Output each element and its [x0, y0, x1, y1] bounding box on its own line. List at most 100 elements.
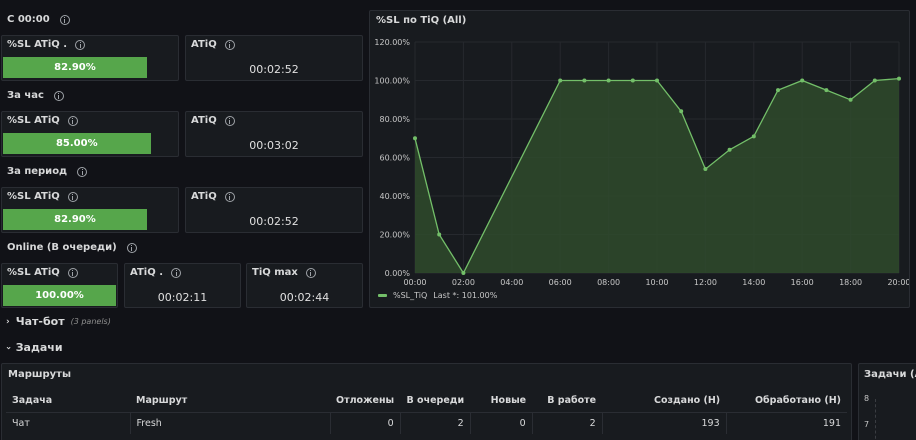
section-period-label: За период: [7, 166, 88, 177]
column-header[interactable]: Обработано (Н): [726, 390, 847, 413]
table-cell: 191: [822, 417, 841, 429]
routes-panel: Маршруты Задача Маршрут Отложены В очере…: [1, 363, 852, 440]
info-icon[interactable]: [305, 267, 316, 278]
panel-title: ATiQ: [191, 191, 217, 202]
row-tasks[interactable]: › Задачи: [2, 341, 63, 354]
chevron-down-icon: ›: [2, 345, 13, 350]
panel-sl-period: %SL ATiQ 82.90%: [1, 187, 179, 233]
data-point: [655, 78, 659, 83]
chart-legend[interactable]: %SL_TiQ Last *: 101.00%: [378, 291, 497, 300]
panel-title: %SL ATiQ .: [7, 39, 68, 50]
x-tick-label: 20:00: [887, 278, 909, 287]
y-tick-label: 100.00%: [374, 77, 410, 86]
panel-tiq-max-online: TiQ max 00:02:44: [246, 263, 363, 308]
data-point: [824, 88, 829, 93]
chart-title: %SL по TiQ (All): [376, 15, 467, 26]
info-icon[interactable]: [224, 39, 235, 50]
data-point: [848, 97, 853, 102]
data-point: [413, 136, 417, 141]
y-tick-label: 7: [864, 420, 870, 429]
panel-title: TiQ max: [252, 267, 298, 278]
data-point: [897, 76, 901, 81]
row-panel-count: (3 panels): [70, 317, 111, 326]
atiq-value: 00:03:02: [249, 139, 299, 152]
x-tick-label: 02:00: [452, 278, 475, 287]
table-cell: Fresh: [130, 412, 331, 434]
row-title: Задачи: [15, 341, 63, 354]
tasks-side-panel: Задачи (All 8 7: [858, 363, 916, 440]
chevron-right-icon: ›: [6, 316, 10, 327]
panel-title: Задачи (All: [864, 369, 916, 380]
column-header[interactable]: В очереди: [400, 390, 471, 413]
sl-gauge-bar: 82.90%: [3, 57, 147, 78]
table-header-row: Задача Маршрут Отложены В очереди Новые …: [6, 390, 847, 413]
legend-last-value: Last *: 101.00%: [433, 291, 498, 300]
y-tick-label: 60.00%: [379, 154, 410, 163]
data-point: [800, 78, 805, 83]
sl-gauge-bar: 85.00%: [3, 133, 151, 154]
data-point: [703, 167, 708, 172]
x-tick-label: 08:00: [597, 278, 620, 287]
sl-gauge-bar: 82.90%: [3, 209, 147, 230]
data-point: [558, 78, 563, 83]
table-cell: 2: [532, 412, 603, 434]
atiq-value: 00:02:52: [249, 215, 299, 228]
panel-title: %SL ATiQ: [7, 115, 60, 126]
column-header[interactable]: Отложены: [330, 390, 401, 413]
info-icon[interactable]: [224, 115, 235, 126]
y-tick-label: 20.00%: [379, 231, 410, 240]
y-tick-label: 0.00%: [385, 269, 411, 278]
sl-value: 85.00%: [55, 138, 98, 149]
y-tick-label: 80.00%: [379, 115, 410, 124]
section-today-label: С 00:00: [7, 14, 70, 25]
info-icon[interactable]: [224, 191, 235, 202]
data-point: [727, 147, 732, 152]
column-header[interactable]: Новые: [470, 390, 533, 413]
info-icon[interactable]: [67, 267, 78, 278]
info-icon[interactable]: [77, 166, 88, 177]
row-chatbot[interactable]: › Чат-бот (3 panels): [6, 315, 111, 328]
data-point: [606, 78, 611, 83]
info-icon[interactable]: [75, 39, 86, 50]
data-point: [582, 78, 587, 83]
atiq-value: 00:02:52: [249, 63, 299, 76]
atiq-value: 00:02:11: [157, 291, 208, 304]
column-header[interactable]: Маршрут: [130, 390, 330, 413]
y-tick-label: 120.00%: [374, 38, 410, 47]
panel-title: Маршруты: [8, 369, 71, 380]
data-point: [776, 88, 780, 93]
info-icon[interactable]: [171, 267, 181, 278]
panel-title: %SL ATiQ: [7, 267, 60, 278]
grid-line: [875, 399, 876, 440]
section-hour-label: За час: [7, 90, 64, 101]
x-tick-label: 12:00: [694, 278, 717, 287]
info-icon[interactable]: [67, 115, 78, 126]
info-icon[interactable]: [126, 242, 137, 253]
panel-atiq-online: ATiQ . 00:02:11: [124, 263, 241, 308]
panel-atiq-today: ATiQ 00:02:52: [185, 35, 363, 81]
data-point: [751, 134, 756, 139]
y-tick-label: 40.00%: [379, 192, 410, 201]
table-cell: 193: [602, 412, 727, 434]
sl-value: 82.90%: [54, 214, 96, 225]
column-header[interactable]: Задача: [6, 390, 130, 413]
panel-sl-online: %SL ATiQ 100.00%: [1, 263, 118, 308]
x-tick-label: 06:00: [549, 278, 572, 287]
table-row[interactable]: Чат Fresh 0 2 0 2 193 191: [6, 412, 847, 434]
x-tick-label: 16:00: [791, 278, 814, 287]
legend-swatch: [378, 294, 387, 297]
data-point: [461, 271, 466, 275]
series-line: [414, 77, 900, 275]
info-icon[interactable]: [67, 191, 78, 202]
panel-atiq-period: ATiQ 00:02:52: [185, 187, 363, 233]
info-icon[interactable]: [53, 90, 64, 101]
info-icon[interactable]: [59, 14, 70, 25]
sl-gauge-bar: 100.00%: [3, 285, 116, 306]
panel-title: %SL ATiQ: [7, 191, 60, 202]
column-header[interactable]: Создано (Н): [602, 390, 727, 413]
sl-value: 82.90%: [54, 62, 96, 73]
legend-series-name: %SL_TiQ: [393, 291, 428, 300]
data-point: [872, 78, 877, 83]
panel-sl-hour: %SL ATiQ 85.00%: [1, 111, 179, 157]
column-header[interactable]: В работе: [532, 390, 603, 413]
